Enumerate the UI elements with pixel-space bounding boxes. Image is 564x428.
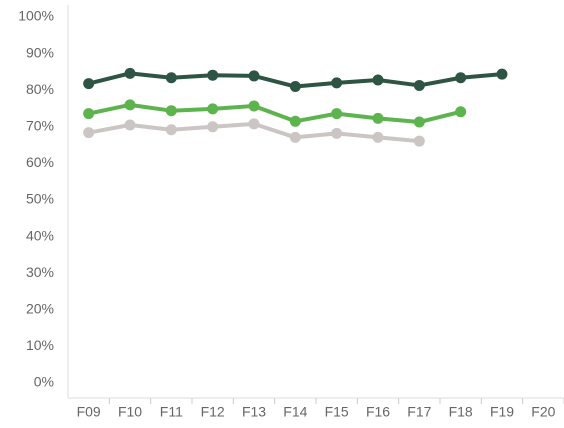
- y-tick-label: 20%: [26, 301, 54, 317]
- point: [289, 131, 301, 143]
- x-tick-label: F11: [160, 404, 183, 420]
- point: [83, 108, 95, 120]
- point: [331, 108, 343, 120]
- point: [248, 70, 260, 82]
- point: [124, 119, 136, 131]
- point: [372, 131, 384, 143]
- x-tick-label: F10: [118, 404, 142, 420]
- point: [455, 106, 467, 118]
- y-tick-label: 50%: [26, 191, 54, 207]
- point: [248, 118, 260, 130]
- point: [413, 135, 425, 147]
- x-tick-label: F16: [366, 404, 390, 420]
- x-tick-label: F20: [531, 404, 555, 420]
- y-tick-label: 0%: [34, 374, 54, 390]
- point: [496, 68, 508, 80]
- x-tick-label: F12: [201, 404, 225, 420]
- point: [207, 69, 219, 81]
- x-tick-label: F15: [325, 404, 349, 420]
- point: [331, 127, 343, 139]
- point: [289, 81, 301, 93]
- point: [372, 74, 384, 86]
- x-tick-label: F19: [490, 404, 514, 420]
- y-tick-label: 30%: [26, 264, 54, 280]
- point: [165, 105, 177, 117]
- x-tick-label: F14: [283, 404, 307, 420]
- point: [124, 67, 136, 79]
- y-tick-label: 40%: [26, 227, 54, 243]
- point: [83, 127, 95, 139]
- point: [83, 78, 95, 90]
- y-tick-label: 80%: [26, 81, 54, 97]
- point: [413, 116, 425, 128]
- x-tick-label: F17: [407, 404, 431, 420]
- point: [331, 77, 343, 89]
- y-tick-label: 100%: [18, 8, 54, 24]
- x-tick-label: F09: [77, 404, 101, 420]
- point: [124, 99, 136, 111]
- point: [248, 100, 260, 112]
- point: [207, 103, 219, 115]
- y-tick-label: 90%: [26, 44, 54, 60]
- series-line: [88, 102, 462, 125]
- x-tick-label: F13: [242, 404, 266, 420]
- point: [372, 112, 384, 124]
- point: [455, 72, 467, 84]
- y-tick-label: 70%: [26, 118, 54, 134]
- point: [207, 121, 219, 133]
- x-tick-label: F18: [449, 404, 473, 420]
- point: [413, 79, 425, 91]
- point: [289, 115, 301, 127]
- point: [165, 72, 177, 84]
- point: [165, 124, 177, 136]
- y-tick-label: 60%: [26, 154, 54, 170]
- y-tick-label: 10%: [26, 337, 54, 353]
